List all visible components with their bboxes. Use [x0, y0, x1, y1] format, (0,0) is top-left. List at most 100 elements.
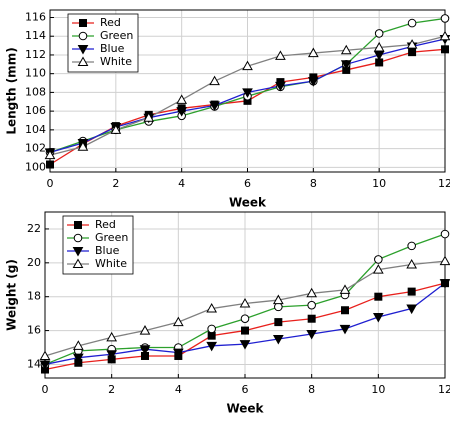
- x-tick-label: 4: [175, 383, 182, 396]
- marker: [272, 294, 284, 305]
- marker: [206, 341, 218, 352]
- marker: [407, 18, 417, 28]
- marker: [406, 258, 418, 269]
- marker: [209, 101, 220, 112]
- marker: [72, 247, 84, 257]
- x-tick-label: 10: [372, 177, 386, 190]
- y-tick-label: 104: [25, 123, 46, 136]
- marker: [73, 233, 83, 243]
- marker: [106, 350, 118, 360]
- y-tick-label: 106: [25, 104, 46, 117]
- x-tick-label: 0: [42, 383, 49, 396]
- marker: [139, 345, 151, 355]
- marker: [72, 340, 84, 350]
- y-tick-label: 22: [27, 222, 41, 235]
- marker: [306, 329, 318, 340]
- x-tick-label: 6: [242, 383, 249, 396]
- marker: [72, 258, 84, 268]
- marker: [207, 331, 216, 340]
- marker: [373, 41, 385, 52]
- marker: [406, 304, 418, 315]
- x-axis-label: Week: [229, 196, 267, 210]
- x-tick-label: 12: [438, 177, 450, 190]
- marker: [143, 112, 155, 122]
- marker: [407, 287, 416, 296]
- marker: [79, 19, 87, 27]
- marker: [209, 75, 220, 86]
- marker: [372, 313, 384, 323]
- y-axis-label: Length (mm): [5, 47, 19, 134]
- marker: [307, 77, 319, 87]
- marker: [374, 292, 383, 301]
- y-tick-label: 114: [25, 29, 46, 42]
- marker: [407, 241, 416, 251]
- plot-frame: [49, 9, 446, 173]
- marker: [306, 287, 318, 298]
- marker: [440, 229, 450, 239]
- y-tick-label: 110: [25, 67, 46, 80]
- marker: [374, 255, 383, 264]
- y-tick-label: 20: [27, 256, 41, 269]
- marker: [74, 221, 82, 229]
- marker: [374, 29, 384, 38]
- y-tick-label: 100: [25, 160, 46, 173]
- y-tick-label: 18: [27, 290, 41, 303]
- marker: [139, 325, 151, 335]
- marker: [106, 331, 118, 342]
- x-tick-label: 6: [244, 177, 251, 190]
- legend-label: Blue: [95, 244, 120, 257]
- plot-frame: [44, 211, 446, 379]
- y-tick-label: 16: [27, 324, 41, 337]
- marker: [78, 31, 88, 41]
- marker: [275, 50, 286, 60]
- marker: [77, 56, 89, 66]
- x-tick-label: 12: [438, 383, 450, 396]
- marker: [77, 45, 89, 55]
- marker: [39, 350, 51, 360]
- x-tick-label: 2: [108, 383, 115, 396]
- y-axis-label: Weight (g): [5, 259, 19, 331]
- x-tick-label: 8: [308, 383, 315, 396]
- marker: [372, 264, 384, 274]
- marker: [242, 88, 253, 98]
- y-tick-label: 112: [25, 48, 46, 61]
- x-tick-label: 8: [310, 177, 317, 190]
- y-tick-label: 14: [27, 357, 41, 370]
- marker: [207, 324, 216, 334]
- legend-label: Green: [95, 231, 128, 244]
- marker: [172, 348, 184, 359]
- marker: [172, 316, 184, 327]
- marker: [339, 324, 351, 335]
- legend-label: Blue: [100, 42, 125, 55]
- marker: [440, 14, 450, 23]
- x-tick-label: 4: [178, 177, 185, 190]
- marker: [72, 353, 84, 364]
- marker: [439, 255, 450, 266]
- x-tick-label: 2: [112, 177, 119, 190]
- legend-label: White: [100, 55, 132, 68]
- marker: [239, 297, 251, 308]
- marker: [206, 303, 218, 313]
- legend-label: Red: [100, 16, 121, 29]
- marker: [110, 124, 122, 134]
- legend-label: Red: [95, 218, 116, 231]
- marker: [272, 335, 284, 345]
- x-tick-label: 10: [371, 383, 385, 396]
- marker: [439, 279, 450, 289]
- y-tick-label: 102: [25, 142, 46, 155]
- y-tick-label: 108: [25, 85, 46, 98]
- marker: [44, 149, 56, 160]
- legend-label: Green: [100, 29, 133, 42]
- marker: [307, 314, 316, 323]
- marker: [307, 300, 316, 310]
- marker: [439, 30, 450, 41]
- legend-label: White: [95, 257, 127, 270]
- marker: [340, 60, 352, 70]
- marker: [39, 360, 51, 370]
- marker: [240, 314, 250, 324]
- marker: [242, 60, 253, 71]
- x-axis-label: Week: [226, 402, 264, 416]
- marker: [441, 45, 449, 54]
- marker: [406, 39, 418, 49]
